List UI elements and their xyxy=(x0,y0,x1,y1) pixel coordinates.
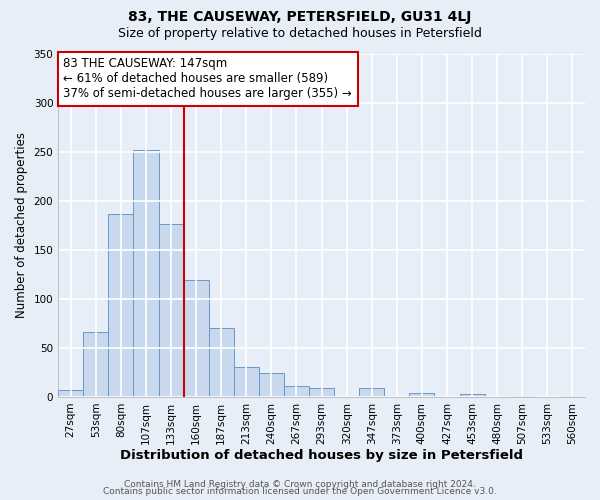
Text: 83, THE CAUSEWAY, PETERSFIELD, GU31 4LJ: 83, THE CAUSEWAY, PETERSFIELD, GU31 4LJ xyxy=(128,10,472,24)
Bar xyxy=(259,374,284,397)
Bar xyxy=(58,390,83,397)
Bar xyxy=(158,224,184,397)
Bar xyxy=(560,396,585,397)
Bar xyxy=(460,394,485,397)
Bar xyxy=(359,388,385,397)
Text: Contains HM Land Registry data © Crown copyright and database right 2024.: Contains HM Land Registry data © Crown c… xyxy=(124,480,476,489)
Bar xyxy=(184,280,209,397)
Bar xyxy=(83,332,109,397)
Bar xyxy=(309,388,334,397)
Bar xyxy=(409,393,434,397)
Bar xyxy=(510,396,535,397)
Bar xyxy=(109,214,133,397)
Bar xyxy=(284,386,309,397)
Text: 83 THE CAUSEWAY: 147sqm
← 61% of detached houses are smaller (589)
37% of semi-d: 83 THE CAUSEWAY: 147sqm ← 61% of detache… xyxy=(64,58,352,100)
Y-axis label: Number of detached properties: Number of detached properties xyxy=(15,132,28,318)
Bar xyxy=(234,366,259,397)
Bar xyxy=(209,328,234,397)
X-axis label: Distribution of detached houses by size in Petersfield: Distribution of detached houses by size … xyxy=(120,450,523,462)
Text: Contains public sector information licensed under the Open Government Licence v3: Contains public sector information licen… xyxy=(103,487,497,496)
Text: Size of property relative to detached houses in Petersfield: Size of property relative to detached ho… xyxy=(118,28,482,40)
Bar xyxy=(133,150,158,397)
